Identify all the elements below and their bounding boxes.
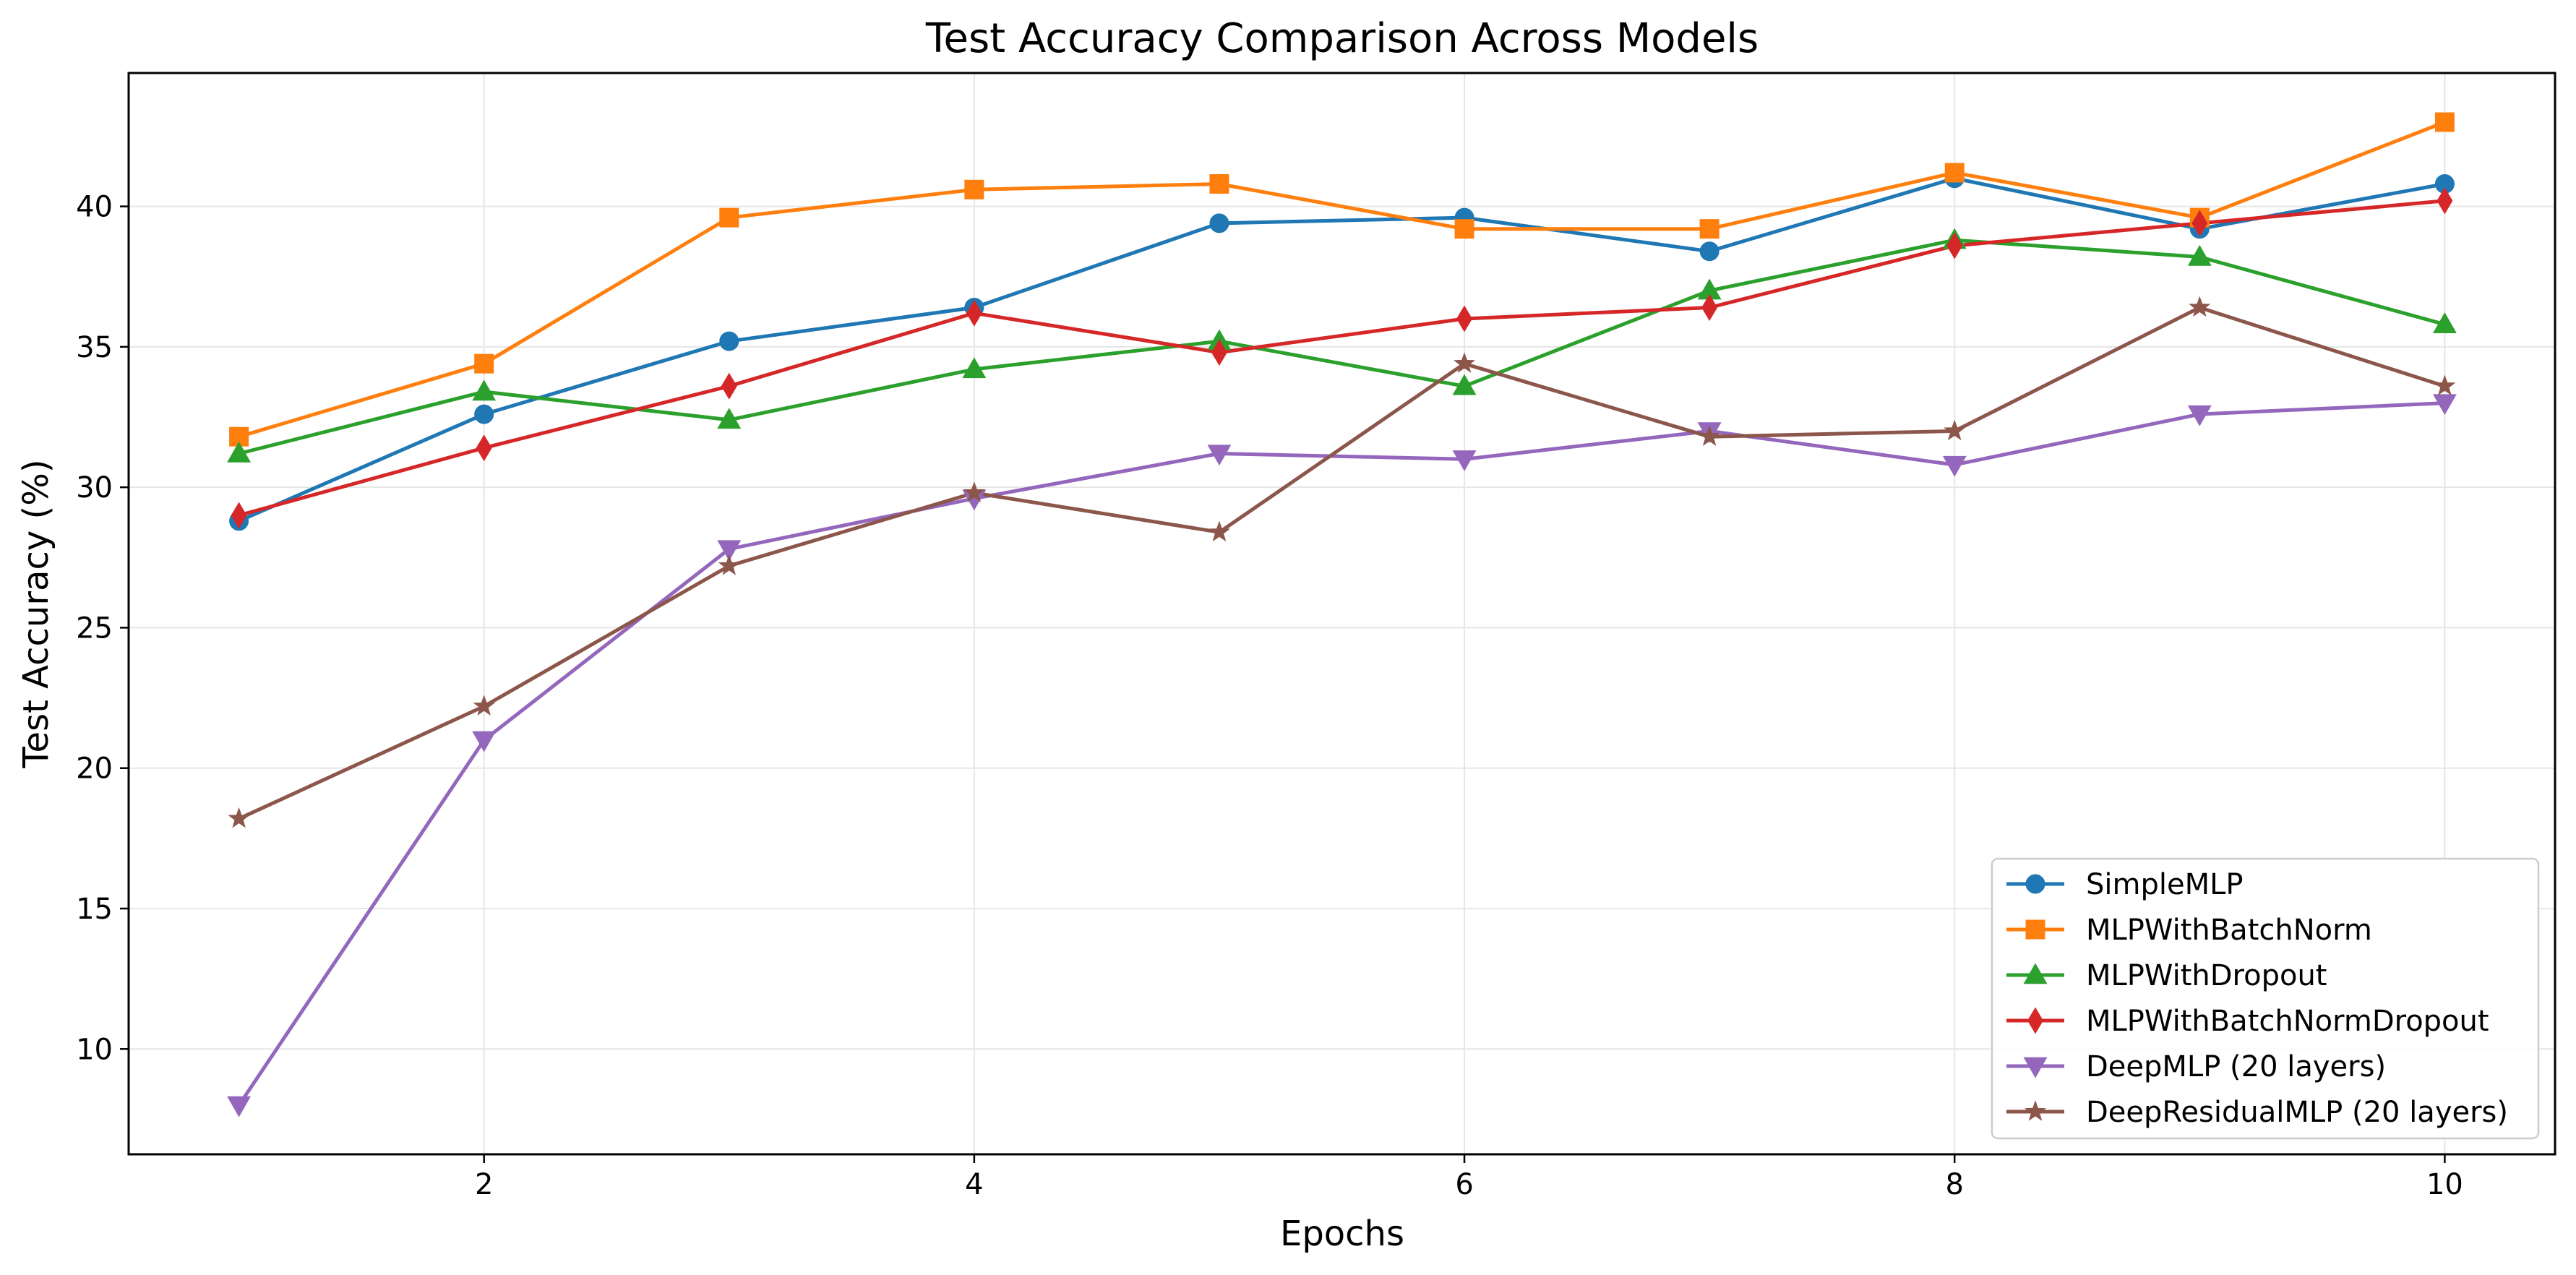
x-tick-label: 8	[1946, 1168, 1964, 1201]
data-point-simplemlp	[1699, 241, 1720, 262]
data-point-simplemlp	[719, 331, 739, 351]
data-point-deepmlp-20-layers	[717, 540, 742, 562]
legend-label: MLPWithDropout	[2086, 959, 2327, 992]
series-line-simplemlp	[238, 176, 2445, 523]
x-tick-label: 10	[2426, 1168, 2463, 1201]
data-point-mlpwithdropout	[1452, 374, 1477, 395]
data-point-deepmlp-20-layers	[472, 731, 497, 752]
data-point-mlpwithbatchnormdropout	[2191, 210, 2208, 237]
x-axis-ticks: 2 4 6 8 10	[475, 1154, 2463, 1201]
data-point-deepmlp-20-layers	[2432, 394, 2457, 416]
legend-entry-mlpwithbatchnormdropout: MLPWithBatchNormDropout	[2006, 1005, 2489, 1038]
data-point-deepresidualmlp-20-layers	[963, 481, 985, 502]
plot-area-frame	[127, 72, 2556, 1156]
legend-marker	[2027, 1007, 2043, 1034]
data-point-simplemlp	[1209, 213, 1229, 233]
y-axis-label: Test Accuracy (%)	[16, 459, 56, 768]
data-point-deepresidualmlp-20-layers	[718, 554, 740, 575]
y-tick-label: 20	[76, 752, 113, 786]
series-line-mlpwithbatchnorm	[238, 120, 2446, 439]
series-line-mlpwithbatchnormdropout	[238, 199, 2445, 518]
legend-entry-deepmlp-20-layers: DeepMLP (20 layers)	[2006, 1050, 2386, 1083]
data-point-mlpwithbatchnorm	[1209, 173, 1229, 194]
data-point-mlpwithbatchnorm	[1699, 219, 1720, 239]
data-point-mlpwithbatchnormdropout	[1456, 305, 1473, 332]
series-line-deepresidualmlp-20-layers	[238, 306, 2446, 820]
series-markers	[227, 112, 2457, 1117]
x-tick-label: 2	[475, 1168, 493, 1201]
data-point-mlpwithbatchnormdropout	[721, 372, 737, 400]
legend-entry-deepresidualmlp-20-layers: DeepResidualMLP (20 layers)	[2006, 1096, 2508, 1129]
data-point-deepresidualmlp-20-layers	[1699, 425, 1721, 447]
series-lines	[237, 120, 2446, 1107]
legend-label: MLPWithBatchNorm	[2086, 914, 2372, 947]
y-axis-ticks: 10 15 20 25 30 35 40	[76, 191, 129, 1066]
data-point-deepresidualmlp-20-layers	[473, 695, 495, 716]
x-axis-label: Epochs	[1280, 1214, 1404, 1254]
legend-marker	[2024, 1100, 2047, 1121]
data-point-deepmlp-20-layers	[2187, 405, 2212, 426]
data-point-mlpwithbatchnorm	[1944, 163, 1965, 183]
legend-entry-simplemlp: SimpleMLP	[2006, 868, 2244, 901]
y-tick-label: 35	[76, 331, 113, 364]
y-tick-label: 10	[76, 1033, 113, 1066]
legend-entry-mlpwithbatchnorm: MLPWithBatchNorm	[2006, 914, 2372, 947]
y-tick-label: 25	[76, 611, 113, 645]
data-point-mlpwithdropout	[717, 408, 742, 429]
x-tick-label: 6	[1455, 1168, 1473, 1201]
data-point-mlpwithbatchnorm	[1454, 219, 1474, 239]
data-point-mlpwithdropout	[472, 379, 497, 401]
data-point-mlpwithdropout	[2432, 312, 2457, 333]
data-point-mlpwithbatchnormdropout	[1701, 293, 1718, 321]
data-point-deepresidualmlp-20-layers	[1208, 520, 1231, 542]
data-point-mlpwithbatchnormdropout	[2437, 187, 2453, 215]
data-point-mlpwithdropout	[962, 357, 987, 379]
data-point-mlpwithbatchnorm	[474, 353, 494, 374]
legend-label: DeepResidualMLP (20 layers)	[2086, 1096, 2508, 1129]
data-point-mlpwithbatchnorm	[719, 207, 739, 228]
series-line-mlpwithdropout	[238, 238, 2446, 455]
legend-entry-mlpwithdropout: MLPWithDropout	[2006, 959, 2327, 992]
data-point-mlpwithbatchnormdropout	[476, 434, 492, 462]
data-point-deepresidualmlp-20-layers	[228, 807, 250, 828]
data-point-mlpwithbatchnormdropout	[966, 299, 982, 327]
data-point-deepresidualmlp-20-layers	[2434, 374, 2456, 395]
data-point-deepmlp-20-layers	[227, 1096, 252, 1117]
data-point-mlpwithbatchnormdropout	[1946, 232, 1963, 259]
data-point-deepmlp-20-layers	[1452, 450, 1477, 471]
legend-marker	[2023, 963, 2048, 984]
data-point-deepresidualmlp-20-layers	[2189, 296, 2211, 317]
legend-marker	[2025, 919, 2045, 940]
data-point-mlpwithdropout	[227, 441, 252, 463]
legend-marker	[2023, 1057, 2048, 1078]
data-point-deepmlp-20-layers	[1207, 445, 1232, 466]
data-point-deepresidualmlp-20-layers	[1453, 352, 1475, 373]
legend-label: MLPWithBatchNormDropout	[2086, 1005, 2489, 1038]
data-point-deepmlp-20-layers	[1942, 455, 1967, 477]
chart-title: Test Accuracy Comparison Across Models	[925, 15, 1759, 62]
series-line-deepmlp-20-layers	[237, 401, 2445, 1107]
data-point-mlpwithbatchnorm	[2434, 112, 2455, 132]
legend: SimpleMLP MLPWithBatchNorm MLPWithDropout M…	[1991, 857, 2540, 1140]
y-tick-label: 40	[76, 191, 113, 224]
data-point-mlpwithbatchnormdropout	[1211, 339, 1227, 366]
data-point-mlpwithbatchnorm	[964, 179, 984, 199]
legend-label: DeepMLP (20 layers)	[2086, 1050, 2386, 1083]
x-tick-label: 4	[965, 1168, 983, 1201]
legend-label: SimpleMLP	[2086, 868, 2244, 901]
data-point-mlpwithdropout	[2187, 244, 2212, 266]
legend-marker	[2025, 874, 2045, 894]
legend-box	[1991, 857, 2540, 1140]
y-tick-label: 30	[76, 471, 113, 505]
data-point-mlpwithbatchnormdropout	[231, 502, 247, 529]
data-point-deepresidualmlp-20-layers	[1944, 419, 1966, 441]
y-tick-label: 15	[76, 893, 113, 926]
data-point-simplemlp	[474, 404, 494, 424]
